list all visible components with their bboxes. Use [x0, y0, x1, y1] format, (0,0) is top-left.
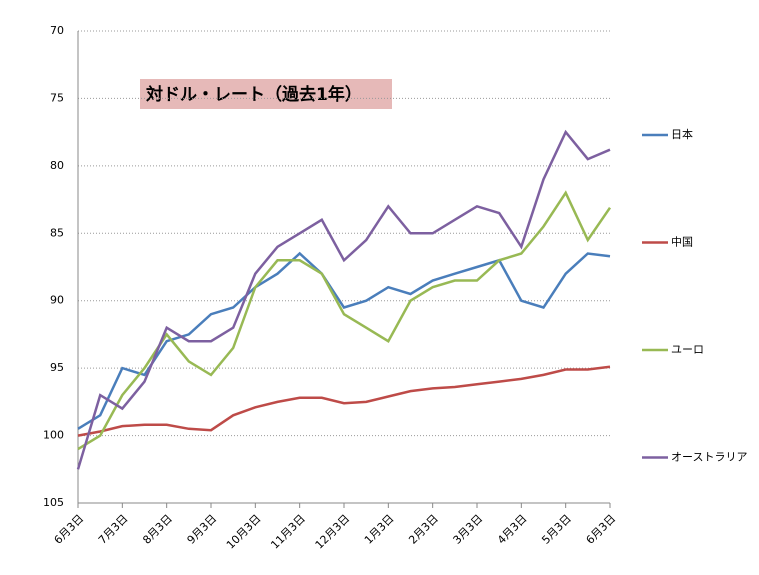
x-tick-label: 6月3日 [52, 512, 87, 547]
x-tick-label: 6月3日 [584, 512, 619, 547]
series-line [77, 365, 611, 437]
legend-label: 日本 [671, 127, 693, 141]
x-tick-label: 9月3日 [185, 512, 220, 547]
x-tick-label: 12月3日 [313, 512, 353, 552]
y-tick-label: 85 [50, 226, 64, 239]
x-tick-label: 10月3日 [224, 512, 264, 552]
legend-label: 中国 [671, 236, 693, 249]
x-tick-label: 7月3日 [96, 512, 131, 547]
x-tick-label: 11月3日 [268, 512, 308, 552]
series-line [77, 251, 611, 430]
x-tick-label: 4月3日 [495, 512, 530, 547]
legend-label: オーストラリア [671, 451, 747, 464]
x-tick-label: 8月3日 [140, 512, 175, 547]
title-box [140, 79, 392, 109]
x-tick-label: 2月3日 [406, 512, 441, 547]
series-line [76, 129, 611, 470]
y-tick-label: 95 [50, 361, 64, 374]
y-tick-label: 75 [50, 91, 64, 104]
y-tick-label: 105 [43, 496, 64, 509]
y-tick-label: 80 [50, 159, 64, 172]
chart-title: 対ドル・レート（過去1年） [145, 84, 362, 105]
y-tick-label: 70 [50, 24, 64, 37]
y-tick-label: 90 [50, 294, 64, 307]
series-line [77, 190, 612, 451]
x-tick-label: 5月3日 [539, 512, 574, 547]
legend-label: ユーロ [671, 343, 704, 356]
x-tick-label: 1月3日 [362, 512, 397, 547]
y-tick-label: 100 [43, 429, 64, 442]
x-tick-label: 3月3日 [451, 512, 486, 547]
